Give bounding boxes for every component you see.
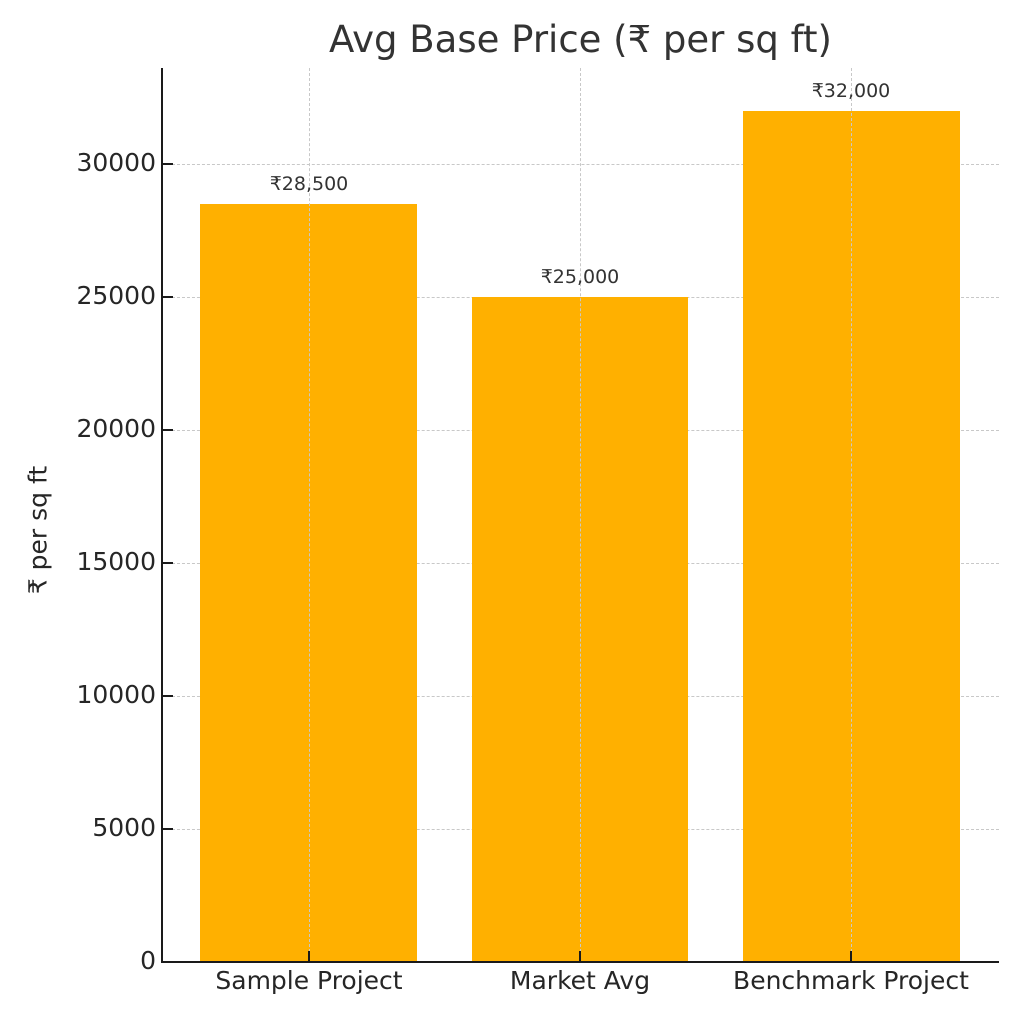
y-tick-mark [163, 562, 173, 564]
y-tick-label: 25000 [76, 281, 156, 310]
y-tick-label: 5000 [92, 813, 156, 842]
x-tick-mark [850, 951, 852, 961]
y-tick-mark [163, 163, 173, 165]
y-axis-label: ₹ per sq ft [23, 465, 53, 595]
bar-sample-project [200, 204, 417, 962]
y-tick-label: 10000 [76, 680, 156, 709]
plot-area: ₹28,500 ₹25,000 ₹32,000 [162, 68, 999, 962]
x-axis-line [161, 961, 999, 963]
y-tick-label: 15000 [76, 547, 156, 576]
y-tick-mark [163, 296, 173, 298]
y-tick-label: 30000 [76, 148, 156, 177]
grid-line-x-2 [580, 68, 581, 962]
x-tick-label-market-avg: Market Avg [509, 966, 651, 995]
y-tick-mark [163, 695, 173, 697]
x-tick-label-benchmark-project: Benchmark Project [733, 966, 969, 995]
data-label-market-avg: ₹25,000 [540, 266, 620, 288]
y-tick-label: 0 [140, 946, 156, 975]
data-label-benchmark-project: ₹32,000 [811, 80, 891, 102]
x-tick-mark [308, 951, 310, 961]
y-tick-label: 20000 [76, 414, 156, 443]
y-tick-mark [163, 429, 173, 431]
y-tick-mark [163, 828, 173, 830]
y-axis-line [161, 68, 163, 963]
x-tick-mark [579, 951, 581, 961]
chart-title: Avg Base Price (₹ per sq ft) [329, 18, 832, 61]
x-tick-label-sample-project: Sample Project [215, 966, 403, 995]
grid-line-x-3 [851, 68, 852, 962]
grid-line-x-1 [309, 68, 310, 962]
data-label-sample-project: ₹28,500 [269, 173, 349, 195]
